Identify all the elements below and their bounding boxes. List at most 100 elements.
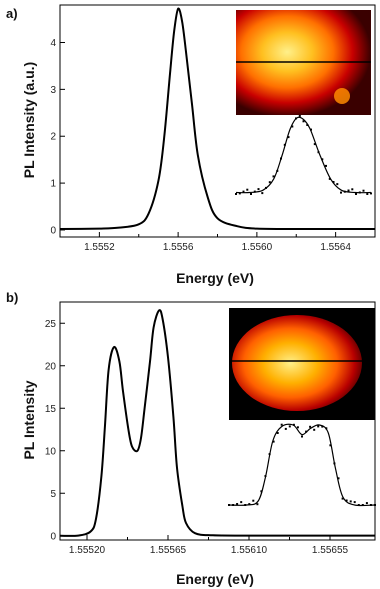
inset-data-point — [260, 490, 263, 493]
inset-data-point — [353, 501, 356, 504]
inset-data-point — [292, 423, 295, 426]
inset-data-point — [313, 143, 316, 146]
inset-data-point — [253, 190, 256, 193]
inset-data-point — [349, 500, 352, 503]
y-tick-label: 1 — [50, 179, 56, 190]
inset-data-point — [328, 177, 331, 180]
panel-a-inset-spot — [334, 88, 350, 104]
inset-data-point — [238, 192, 241, 195]
x-tick-label: 1.5552 — [84, 242, 115, 253]
panel-a-inset-profile — [235, 114, 372, 195]
inset-data-point — [284, 427, 287, 430]
inset-data-point — [351, 188, 354, 191]
panel-b: b) PL Intensity Energy (eV) 1.55520 1.555… — [6, 290, 376, 587]
inset-data-point — [265, 186, 267, 189]
y-tick-label: 0 — [50, 225, 56, 236]
inset-data-point — [257, 188, 260, 191]
inset-data-point — [369, 504, 372, 506]
panel-b-frame — [59, 301, 376, 541]
x-tick-label: 1.5560 — [242, 242, 273, 253]
inset-data-point — [295, 117, 297, 120]
inset-data-point — [302, 120, 305, 123]
panel-b-series-line — [59, 309, 375, 537]
inset-data-point — [310, 128, 312, 131]
inset-data-point — [261, 192, 264, 195]
inset-data-point — [232, 504, 235, 506]
inset-data-point — [240, 501, 243, 504]
inset-data-point — [228, 504, 230, 506]
inset-data-point — [333, 462, 336, 465]
inset-data-point — [325, 427, 328, 430]
panel-b-label: b) — [6, 290, 18, 305]
inset-data-point — [365, 502, 368, 505]
panel-a-inset-image — [236, 10, 371, 115]
inset-data-point — [317, 151, 320, 154]
y-tick-label: 0 — [50, 531, 56, 542]
inset-data-point — [280, 423, 283, 426]
inset-data-point — [256, 503, 259, 506]
inset-data-point — [248, 503, 251, 506]
inset-data-point — [291, 125, 294, 128]
inset-fit-line — [228, 423, 376, 507]
y-tick-label: 2 — [50, 132, 56, 143]
x-tick-label: 1.55610 — [231, 545, 268, 556]
inset-data-point — [309, 425, 312, 428]
inset-data-point — [374, 504, 376, 506]
inset-data-point — [276, 169, 279, 172]
panel-a-ylabel: PL Intensity (a.u.) — [21, 62, 37, 178]
inset-data-point — [244, 504, 247, 506]
y-tick-label: 20 — [45, 361, 57, 372]
inset-data-point — [347, 189, 350, 192]
panel-b-inset-image — [229, 308, 375, 420]
inset-data-point — [301, 435, 303, 438]
inset-data-point — [341, 497, 344, 500]
inset-data-point — [321, 425, 324, 428]
inset-data-point — [236, 503, 239, 505]
inset-data-point — [296, 426, 299, 429]
inset-data-point — [313, 428, 316, 431]
inset-data-point — [358, 191, 361, 194]
y-tick-label: 3 — [50, 85, 56, 96]
inset-data-point — [250, 193, 252, 195]
panel-b-inset-heatmap — [232, 315, 362, 411]
inset-data-point — [305, 430, 308, 433]
panel-a: a) PL Intensity (a.u.) Energy (eV) 1.555… — [6, 4, 376, 286]
x-tick-label: 1.55565 — [150, 545, 187, 556]
y-tick-label: 10 — [45, 446, 57, 457]
inset-data-point — [252, 499, 255, 502]
inset-data-point — [370, 192, 372, 195]
inset-data-point — [325, 164, 327, 167]
x-tick-label: 1.55520 — [69, 545, 106, 556]
inset-data-point — [357, 504, 360, 506]
inset-data-point — [340, 191, 342, 194]
x-tick-label: 1.5556 — [163, 242, 194, 253]
inset-data-point — [268, 181, 271, 184]
inset-data-point — [343, 190, 346, 193]
inset-data-point — [306, 124, 309, 126]
inset-fit-line — [235, 116, 372, 194]
panel-b-inset-profile — [228, 423, 376, 507]
panel-a-label: a) — [6, 6, 18, 21]
inset-data-point — [235, 193, 237, 195]
x-tick-label: 1.5564 — [320, 242, 351, 253]
inset-data-point — [242, 190, 245, 193]
panel-b-ylabel: PL Intensity — [21, 380, 37, 459]
inset-data-point — [366, 193, 369, 195]
inset-data-point — [337, 477, 340, 480]
panel-b-xlabel: Energy (eV) — [176, 571, 254, 587]
y-tick-label: 25 — [45, 319, 57, 330]
y-tick-label: 4 — [50, 38, 56, 49]
inset-data-point — [345, 499, 348, 502]
inset-data-point — [288, 425, 291, 428]
inset-data-point — [276, 432, 279, 434]
inset-data-point — [355, 193, 357, 195]
inset-data-point — [336, 183, 339, 186]
inset-data-point — [361, 504, 364, 506]
inset-data-point — [362, 189, 365, 192]
inset-data-point — [246, 188, 249, 191]
inset-data-point — [329, 444, 332, 447]
panel-a-series-line — [59, 7, 375, 231]
inset-data-point — [332, 181, 335, 183]
y-tick-label: 15 — [45, 404, 57, 415]
